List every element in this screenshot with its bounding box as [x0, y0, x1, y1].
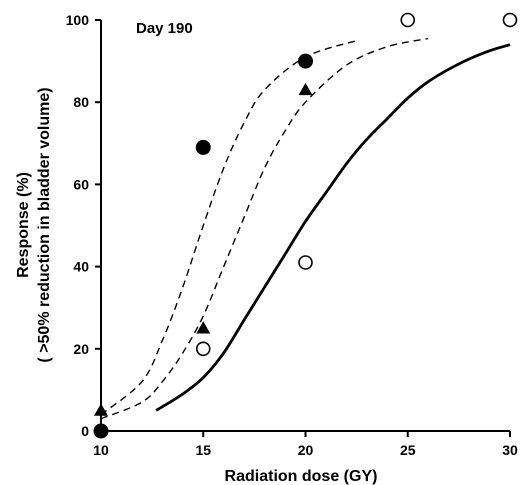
point-filled-triangle: [196, 321, 211, 334]
y-tick-label: 20: [73, 341, 89, 357]
y-tick-label: 60: [73, 176, 89, 192]
curve-1: [100, 39, 357, 416]
x-tick-label: 30: [502, 442, 518, 458]
point-filled-triangle: [94, 403, 108, 416]
point-open-circle: [502, 12, 518, 28]
point-open-circle: [400, 12, 416, 28]
x-tick-label: 10: [93, 442, 109, 458]
y-tick-label: 40: [73, 259, 89, 275]
point-filled-circle: [298, 53, 313, 69]
x-axis-title: Radiation dose (GY): [225, 468, 378, 485]
x-tick-label: 15: [195, 442, 211, 458]
y-tick-label: 100: [66, 12, 90, 28]
fitted-curves: [100, 37, 511, 420]
chart-annotation: Day 190: [136, 20, 193, 37]
ticks: 10 15 20 25 30 0 20 40 60 80 100: [66, 12, 518, 458]
y-tick-label: 0: [81, 423, 89, 439]
x-tick-label: 25: [400, 442, 416, 458]
point-filled-triangle: [298, 82, 313, 96]
data-points: [93, 12, 518, 439]
curve-3: [155, 43, 511, 412]
point-filled-circle: [195, 139, 211, 155]
x-tick-label: 20: [298, 442, 314, 458]
curve-2: [100, 37, 429, 420]
axes: [100, 20, 510, 432]
point-filled-circle: [93, 423, 109, 439]
y-axis-title-line2: ( >50% reduction in bladder volume): [36, 87, 53, 362]
point-open-circle: [298, 255, 313, 270]
y-axis-title-line1: Response (%): [15, 172, 32, 278]
y-tick-label: 80: [73, 94, 89, 110]
point-open-circle: [195, 341, 211, 357]
